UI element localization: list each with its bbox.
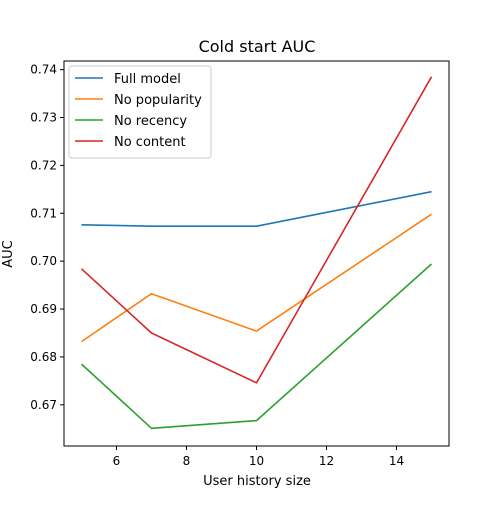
x-tick-label: 6 — [113, 454, 121, 468]
x-axis-label: User history size — [203, 474, 311, 489]
y-tick-label: 0.74 — [30, 63, 57, 77]
y-tick-label: 0.70 — [30, 254, 57, 268]
legend: Full model No popularity No recency No cont… — [68, 65, 212, 159]
y-tick-label: 0.68 — [30, 350, 57, 364]
legend-label: No recency — [114, 114, 187, 129]
y-axis-label: AUC — [1, 240, 16, 268]
y-tick-label: 0.72 — [30, 158, 57, 172]
series-line — [81, 190, 432, 227]
y-tick-label: 0.69 — [30, 302, 57, 316]
y-tick-label: 0.71 — [30, 206, 57, 220]
series-line — [81, 213, 432, 343]
x-tick-label: 14 — [389, 454, 404, 468]
series-lines — [80, 76, 433, 430]
x-tick-label: 8 — [183, 454, 191, 468]
legend-label: Full model — [114, 72, 181, 87]
y-axis-ticks: 0.67 0.68 0.69 0.70 0.71 0.72 0.73 0.74 — [30, 63, 64, 412]
legend-box — [68, 65, 212, 159]
y-tick-label: 0.67 — [30, 398, 57, 412]
x-axis-ticks: 6 8 10 12 14 — [113, 446, 404, 468]
series-line — [80, 76, 433, 384]
legend-label: No content — [114, 135, 186, 150]
axes-frame — [63, 60, 450, 447]
chart-title: Cold start AUC — [199, 37, 316, 56]
y-tick-label: 0.73 — [30, 111, 57, 125]
series-line — [80, 263, 433, 430]
x-tick-label: 10 — [249, 454, 264, 468]
legend-label: No popularity — [114, 93, 202, 108]
x-tick-label: 12 — [319, 454, 334, 468]
